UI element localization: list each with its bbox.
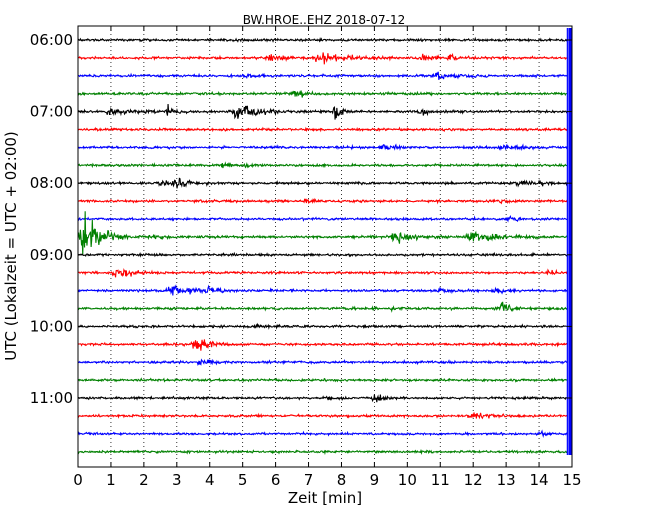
seismogram-trace-09:15 [77, 267, 568, 278]
seismogram-traces [77, 36, 568, 456]
trace-end-markers [566, 28, 573, 455]
seismogram-trace-10:45 [77, 377, 568, 383]
y-tick-labels: 06:00 07:00 08:00 09:00 10:00 11:00 [30, 31, 73, 407]
x-tick-label: 2 [139, 471, 149, 489]
seismogram-trace-10:15 [77, 339, 568, 351]
seismogram-trace-11:30 [77, 429, 568, 439]
seismogram-trace-08:15 [77, 197, 568, 205]
seismogram-trace-08:00 [77, 177, 568, 189]
x-tick-label: 14 [530, 471, 549, 489]
seismogram-trace-11:15 [77, 412, 568, 420]
x-tick-label: 0 [73, 471, 83, 489]
x-tick-label: 6 [271, 471, 281, 489]
x-tick-label: 13 [497, 471, 516, 489]
seismogram-trace-08:45 [77, 211, 568, 255]
x-tick-label: 10 [398, 471, 417, 489]
seismogram-trace-08:30 [77, 215, 568, 223]
seismogram-trace-10:00 [77, 322, 568, 330]
seismogram-trace-07:15 [77, 126, 568, 133]
x-tick-label: 5 [238, 471, 248, 489]
seismogram-trace-06:30 [77, 71, 568, 80]
y-tick-label: 06:00 [30, 31, 73, 49]
x-tick-label: 12 [464, 471, 483, 489]
seismogram-trace-07:45 [77, 161, 568, 169]
x-tick-label: 4 [205, 471, 215, 489]
seismogram-trace-06:00 [77, 36, 568, 43]
x-tick-labels: 0 1 2 3 4 5 6 7 8 9 10 11 12 13 14 15 [73, 471, 581, 489]
x-axis-label: Zeit [min] [288, 489, 362, 507]
seismogram-trace-11:00 [77, 394, 568, 403]
plot-frame [77, 25, 573, 468]
x-tick-label: 1 [106, 471, 116, 489]
y-tick-label: 10:00 [30, 317, 73, 335]
x-tick-label: 8 [337, 471, 347, 489]
seismogram-trace-09:45 [77, 301, 568, 313]
seismogram-trace-09:30 [77, 284, 568, 296]
x-tick-label: 15 [562, 471, 581, 489]
x-tick-label: 11 [431, 471, 450, 489]
seismogram-trace-09:00 [77, 251, 568, 258]
seismogram-trace-07:30 [77, 143, 568, 152]
grid-lines [110, 26, 540, 467]
y-tick-label: 11:00 [30, 389, 73, 407]
y-tick-label: 09:00 [30, 246, 73, 264]
chart-title: BW.HROE..EHZ 2018-07-12 [243, 13, 406, 27]
x-tick-label: 7 [304, 471, 314, 489]
seismogram-trace-06:45 [77, 90, 568, 98]
seismogram-trace-06:15 [77, 52, 568, 65]
seismogram-trace-10:30 [77, 358, 568, 367]
y-tick-label: 08:00 [30, 174, 73, 192]
seismogram-trace-07:00 [77, 104, 568, 120]
seismogram-trace-11:45 [77, 448, 568, 456]
y-tick-label: 07:00 [30, 103, 73, 121]
axis-ticks [77, 26, 573, 467]
x-tick-label: 9 [370, 471, 380, 489]
x-tick-label: 3 [172, 471, 182, 489]
y-axis-label: UTC (Lokalzeit = UTC + 02:00) [2, 131, 20, 361]
